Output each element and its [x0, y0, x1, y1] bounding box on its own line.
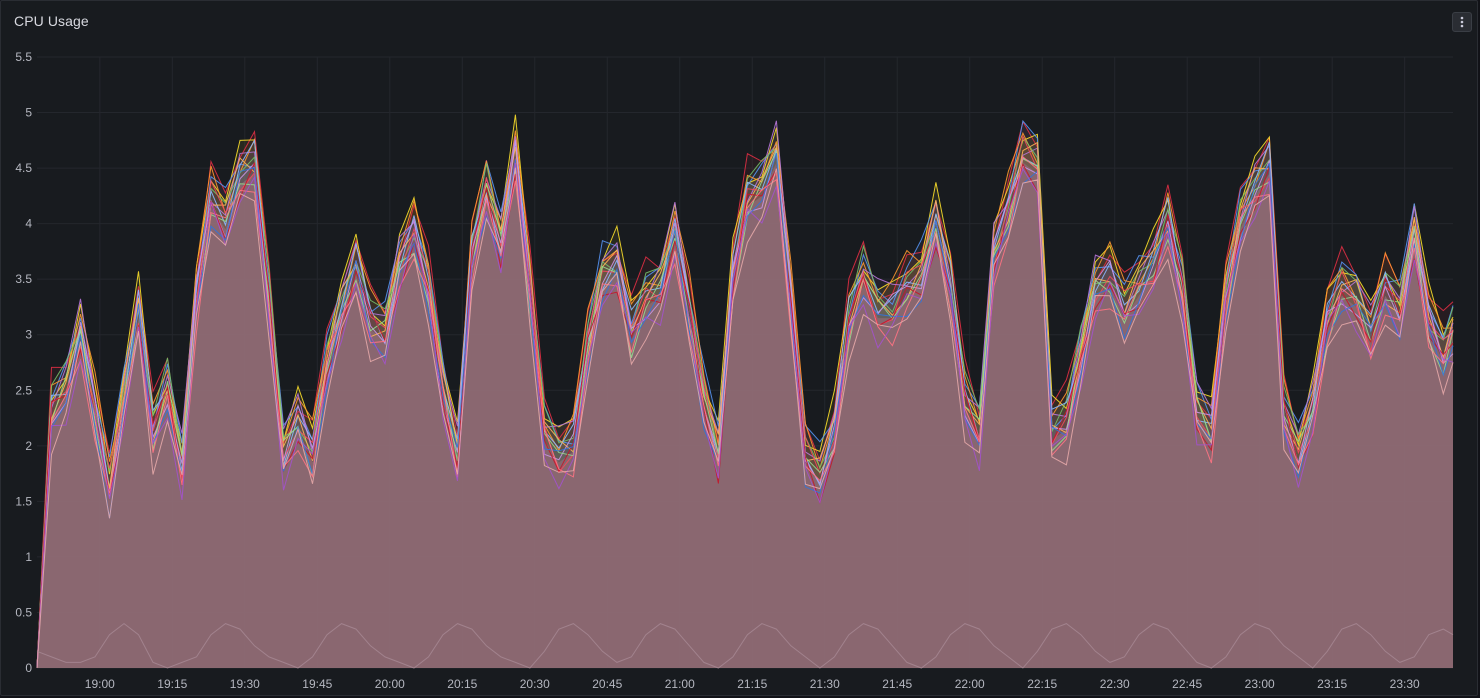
chart-area-fill	[37, 114, 1453, 669]
base-area-fill	[37, 162, 1453, 668]
x-tick-label: 23:30	[1390, 677, 1420, 691]
series-line	[36, 167, 1454, 669]
y-tick-label: 5	[25, 106, 32, 120]
y-tick-label: 4	[25, 217, 32, 231]
x-tick-label: 21:00	[665, 677, 695, 691]
y-tick-label: 3.5	[15, 272, 32, 286]
x-tick-label: 19:30	[230, 677, 260, 691]
x-tick-label: 20:45	[592, 677, 622, 691]
y-tick-label: 0	[25, 661, 32, 675]
x-tick-label: 22:30	[1100, 677, 1130, 691]
x-tick-label: 21:45	[882, 677, 912, 691]
x-axis-ticks: 19:00 19:15 19:30 19:45 20:00 20:15 20:30 20:45…	[85, 677, 1420, 691]
panel-title: CPU Usage	[14, 13, 89, 29]
x-tick-label: 22:45	[1172, 677, 1202, 691]
x-tick-label: 21:15	[737, 677, 767, 691]
y-tick-label: 4.5	[15, 161, 32, 175]
x-tick-label: 23:15	[1317, 677, 1347, 691]
y-tick-label: 1	[25, 550, 32, 564]
y-tick-label: 3	[25, 328, 32, 342]
x-tick-label: 20:00	[375, 677, 405, 691]
series-line	[36, 162, 1454, 669]
y-axis-ticks: 0 0.5 1 1.5 2 2.5 3 3.5 4 4.5 5 5.5	[15, 50, 32, 675]
x-tick-label: 23:00	[1245, 677, 1275, 691]
kebab-menu-icon	[1460, 16, 1464, 28]
y-tick-label: 5.5	[15, 50, 32, 64]
panel-menu-button[interactable]	[1452, 12, 1472, 32]
low-series-line	[36, 622, 1454, 669]
x-tick-label: 20:30	[520, 677, 550, 691]
x-tick-label: 22:00	[955, 677, 985, 691]
x-tick-label: 19:15	[157, 677, 187, 691]
x-tick-label: 21:30	[810, 677, 840, 691]
chart-series-lines	[36, 114, 1454, 669]
x-tick-label: 20:15	[447, 677, 477, 691]
y-tick-label: 0.5	[15, 605, 32, 619]
x-tick-label: 19:00	[85, 677, 115, 691]
y-tick-label: 2.5	[15, 383, 32, 397]
x-tick-label: 19:45	[302, 677, 332, 691]
y-tick-label: 1.5	[15, 494, 32, 508]
y-tick-label: 2	[25, 439, 32, 453]
x-tick-label: 22:15	[1027, 677, 1057, 691]
